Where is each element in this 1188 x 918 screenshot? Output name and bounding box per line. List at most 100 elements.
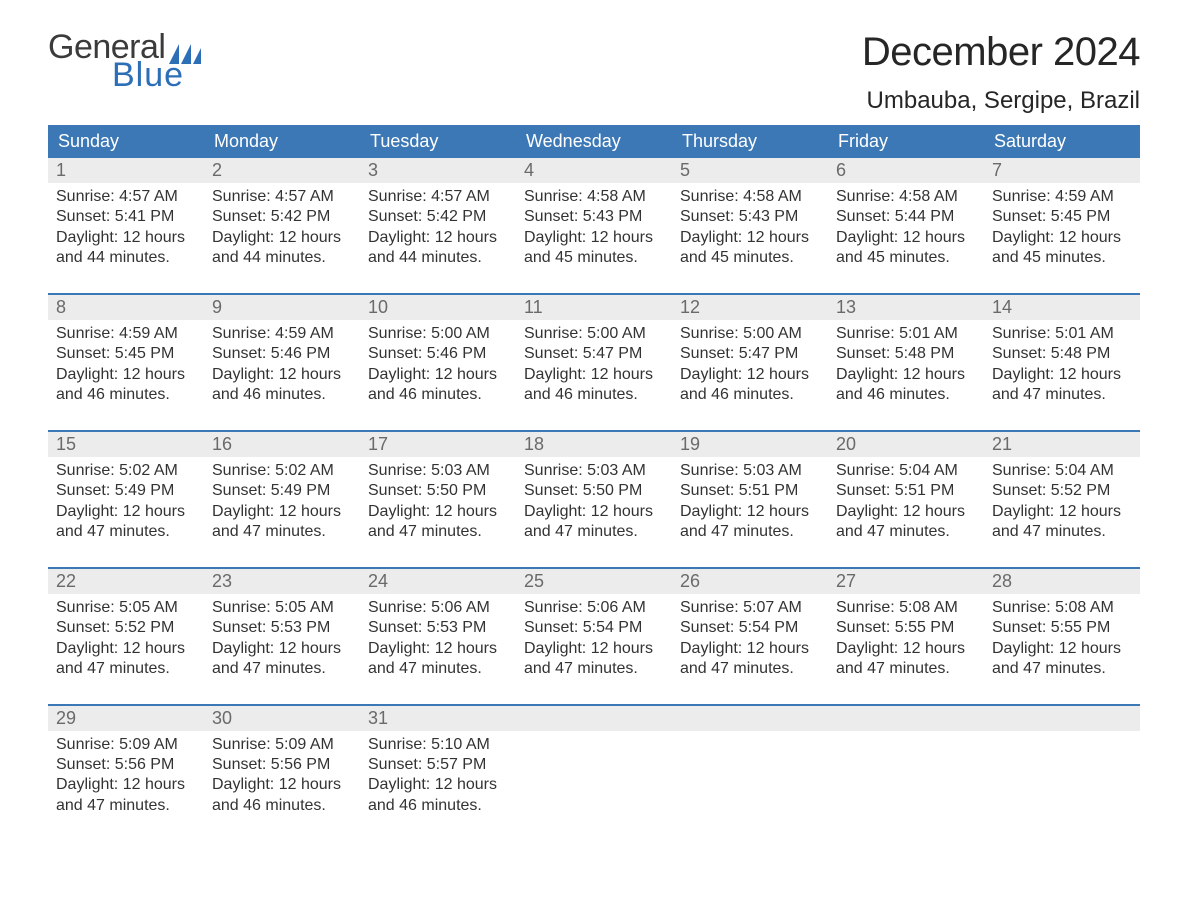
sunset-value: 5:50 PM — [583, 482, 643, 499]
week-row: 15161718192021Sunrise: 5:02 AMSunset: 5:… — [48, 430, 1140, 549]
sunset-value: 5:45 PM — [115, 345, 175, 362]
sunrise-line: Sunrise: 5:06 AM — [524, 598, 664, 618]
sunset-line: Sunset: 5:53 PM — [212, 618, 352, 638]
sunset-label: Sunset: — [212, 208, 266, 225]
sunset-value: 5:46 PM — [271, 345, 331, 362]
sunset-line: Sunset: 5:43 PM — [524, 207, 664, 227]
day-number: 10 — [360, 295, 516, 320]
sunset-value: 5:54 PM — [739, 619, 799, 636]
sunset-label: Sunset: — [836, 345, 890, 362]
sunset-label: Sunset: — [368, 482, 422, 499]
sunrise-line: Sunrise: 5:03 AM — [680, 461, 820, 481]
day-cell: Sunrise: 5:01 AMSunset: 5:48 PMDaylight:… — [828, 320, 984, 412]
day-number: 16 — [204, 432, 360, 457]
sunset-value: 5:49 PM — [115, 482, 175, 499]
daylight-value-1: 12 hours — [435, 503, 497, 520]
sunset-value: 5:49 PM — [271, 482, 331, 499]
daylight-line1: Daylight: 12 hours — [992, 228, 1132, 248]
sunset-line: Sunset: 5:43 PM — [680, 207, 820, 227]
sunrise-value: 5:03 AM — [587, 462, 646, 479]
sunset-value: 5:45 PM — [1051, 208, 1111, 225]
sunrise-label: Sunrise: — [368, 736, 427, 753]
sunrise-value: 5:00 AM — [431, 325, 490, 342]
sunrise-value: 5:08 AM — [1055, 599, 1114, 616]
daylight-line2: and 47 minutes. — [56, 659, 196, 679]
daylight-label: Daylight: — [524, 366, 586, 383]
sunrise-value: 5:00 AM — [743, 325, 802, 342]
sunrise-line: Sunrise: 5:03 AM — [524, 461, 664, 481]
sunset-line: Sunset: 5:56 PM — [56, 755, 196, 775]
daylight-value-1: 12 hours — [747, 229, 809, 246]
sunrise-label: Sunrise: — [212, 325, 271, 342]
sunset-line: Sunset: 5:50 PM — [368, 481, 508, 501]
sunset-value: 5:46 PM — [427, 345, 487, 362]
daylight-line2: and 46 minutes. — [212, 796, 352, 816]
day-cell — [984, 731, 1140, 823]
daylight-line1: Daylight: 12 hours — [680, 228, 820, 248]
sunrise-line: Sunrise: 5:04 AM — [836, 461, 976, 481]
daylight-line2: and 47 minutes. — [836, 522, 976, 542]
weekday-header: Tuesday — [360, 125, 516, 158]
daylight-line2: and 44 minutes. — [368, 248, 508, 268]
sunrise-value: 4:57 AM — [431, 188, 490, 205]
day-cell: Sunrise: 5:04 AMSunset: 5:51 PMDaylight:… — [828, 457, 984, 549]
daylight-line1: Daylight: 12 hours — [524, 228, 664, 248]
day-cell: Sunrise: 5:06 AMSunset: 5:54 PMDaylight:… — [516, 594, 672, 686]
sunset-line: Sunset: 5:55 PM — [836, 618, 976, 638]
day-number: 17 — [360, 432, 516, 457]
day-number: 14 — [984, 295, 1140, 320]
sunrise-line: Sunrise: 5:09 AM — [212, 735, 352, 755]
sunrise-value: 5:05 AM — [119, 599, 178, 616]
sunset-label: Sunset: — [680, 482, 734, 499]
daylight-line1: Daylight: 12 hours — [368, 228, 508, 248]
daylight-label: Daylight: — [56, 776, 118, 793]
sunset-label: Sunset: — [212, 345, 266, 362]
sunrise-value: 5:04 AM — [1055, 462, 1114, 479]
sunset-value: 5:53 PM — [427, 619, 487, 636]
day-cell: Sunrise: 5:08 AMSunset: 5:55 PMDaylight:… — [828, 594, 984, 686]
sunset-value: 5:48 PM — [1051, 345, 1111, 362]
sunrise-line: Sunrise: 5:05 AM — [212, 598, 352, 618]
sunrise-value: 5:03 AM — [431, 462, 490, 479]
daylight-value-1: 12 hours — [591, 366, 653, 383]
daylight-line1: Daylight: 12 hours — [992, 502, 1132, 522]
daylight-value-1: 12 hours — [747, 366, 809, 383]
daylight-line1: Daylight: 12 hours — [368, 502, 508, 522]
sunset-line: Sunset: 5:47 PM — [680, 344, 820, 364]
daylight-label: Daylight: — [524, 640, 586, 657]
daylight-line2: and 45 minutes. — [680, 248, 820, 268]
sunrise-label: Sunrise: — [680, 462, 739, 479]
week-row: 1234567Sunrise: 4:57 AMSunset: 5:41 PMDa… — [48, 158, 1140, 275]
daylight-line1: Daylight: 12 hours — [56, 228, 196, 248]
daylight-line1: Daylight: 12 hours — [212, 228, 352, 248]
calendar: SundayMondayTuesdayWednesdayThursdayFrid… — [48, 125, 1140, 822]
daylight-value-1: 12 hours — [903, 366, 965, 383]
daylight-label: Daylight: — [836, 503, 898, 520]
sunrise-line: Sunrise: 5:01 AM — [992, 324, 1132, 344]
sunset-value: 5:57 PM — [427, 756, 487, 773]
sunrise-label: Sunrise: — [524, 599, 583, 616]
sunset-line: Sunset: 5:56 PM — [212, 755, 352, 775]
daylight-line2: and 45 minutes. — [992, 248, 1132, 268]
daylight-line1: Daylight: 12 hours — [992, 365, 1132, 385]
daylight-label: Daylight: — [524, 503, 586, 520]
daylight-value-1: 12 hours — [747, 640, 809, 657]
day-cell: Sunrise: 5:04 AMSunset: 5:52 PMDaylight:… — [984, 457, 1140, 549]
sunset-label: Sunset: — [368, 756, 422, 773]
weekday-header: Wednesday — [516, 125, 672, 158]
daylight-line2: and 46 minutes. — [524, 385, 664, 405]
day-number: 26 — [672, 569, 828, 594]
sunset-line: Sunset: 5:52 PM — [992, 481, 1132, 501]
sunset-line: Sunset: 5:51 PM — [680, 481, 820, 501]
day-cell: Sunrise: 5:06 AMSunset: 5:53 PMDaylight:… — [360, 594, 516, 686]
sunset-value: 5:44 PM — [895, 208, 955, 225]
daylight-label: Daylight: — [680, 229, 742, 246]
sunrise-value: 5:01 AM — [899, 325, 958, 342]
sunset-line: Sunset: 5:55 PM — [992, 618, 1132, 638]
daylight-line1: Daylight: 12 hours — [836, 228, 976, 248]
sunrise-label: Sunrise: — [212, 188, 271, 205]
day-number: 11 — [516, 295, 672, 320]
day-number: 6 — [828, 158, 984, 183]
sunset-value: 5:48 PM — [895, 345, 955, 362]
daylight-value-1: 12 hours — [1059, 640, 1121, 657]
